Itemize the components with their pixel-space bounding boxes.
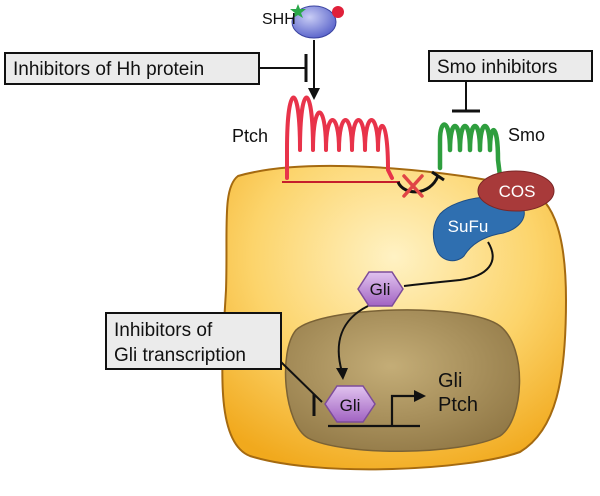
sufu-to-gli-line — [403, 241, 494, 287]
target-gene-ptch: Ptch — [438, 394, 478, 416]
gli-transcription-inhibition-line — [280, 361, 323, 416]
shh-ligand — [290, 4, 344, 39]
smo-inhibitor-label: Smo inhibitors — [437, 57, 557, 78]
gli-cytoplasm-label: Gli — [370, 280, 391, 299]
gli-nucleus: Gli — [324, 385, 376, 423]
ptch-inhibits-smo-arrow — [396, 170, 445, 198]
gli-translocation-arrow — [336, 305, 369, 380]
smo-inhibitor-box: Smo inhibitors — [428, 50, 593, 82]
gene-transcription — [328, 390, 426, 428]
shh-to-ptch-arrow — [308, 40, 320, 100]
hh-protein-inhibitor-label: Inhibitors of Hh protein — [13, 59, 204, 80]
target-gene-gli: Gli — [438, 370, 462, 392]
ptch-receptor — [282, 95, 400, 183]
smo-receptor — [437, 122, 503, 179]
sufu-label: SuFu — [448, 217, 489, 236]
ptch-label: Ptch — [232, 126, 268, 146]
cos-label: COS — [499, 182, 536, 201]
star-icon — [290, 4, 306, 18]
smo-inhibition-line — [452, 81, 480, 113]
gli-inhibitor-label-line1: Inhibitors of — [114, 320, 213, 341]
gli-cytoplasm: Gli — [357, 271, 404, 307]
cos-protein — [477, 170, 555, 212]
gli-inhibitor-label-line2: Gli transcription — [114, 345, 246, 366]
smo-label: Smo — [508, 125, 545, 145]
hh-protein-inhibition-line — [259, 54, 308, 82]
shh-label: SHH — [262, 11, 296, 28]
hh-protein-inhibitor-box: Inhibitors of Hh protein — [4, 52, 260, 85]
gli-transcription-inhibitor-box: Inhibitors of Gli transcription — [105, 312, 282, 370]
nucleus — [284, 309, 521, 452]
gli-nucleus-label: Gli — [340, 396, 361, 415]
